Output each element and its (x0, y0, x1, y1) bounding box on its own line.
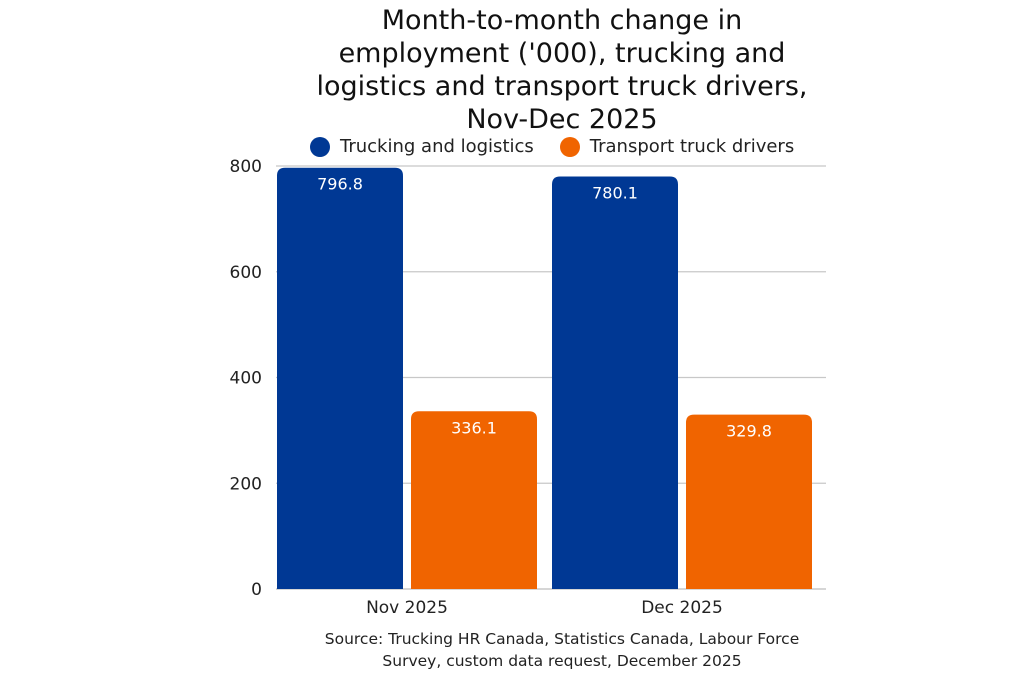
chart-title: Month-to-month change in employment ('00… (262, 4, 862, 136)
x-tick-label: Dec 2025 (641, 598, 723, 618)
data-label: 336.1 (451, 418, 497, 437)
legend-label: Trucking and logistics (340, 136, 534, 157)
legend: Trucking and logistics Transport truck d… (310, 136, 820, 157)
y-tick-label: 200 (230, 474, 262, 494)
bar (552, 176, 678, 589)
y-tick-label: 600 (230, 263, 262, 283)
data-label: 796.8 (317, 175, 363, 194)
bar (411, 411, 537, 589)
source-line: Source: Trucking HR Canada, Statistics C… (324, 630, 800, 648)
legend-item-trucking-logistics[interactable]: Trucking and logistics (310, 136, 534, 157)
legend-swatch-icon (310, 136, 330, 157)
legend-item-transport-truck-drivers[interactable]: Transport truck drivers (559, 136, 795, 157)
bar (686, 414, 812, 589)
y-tick-label: 800 (230, 157, 262, 177)
y-tick-label: 0 (251, 580, 262, 600)
data-label: 780.1 (592, 184, 638, 203)
chart-title-line: Month-to-month change in (381, 5, 743, 36)
y-tick-label: 400 (230, 369, 262, 389)
chart-title-line: Nov-Dec 2025 (466, 104, 658, 135)
chart-title-line: logistics and transport truck drivers, (316, 71, 808, 102)
legend-label: Transport truck drivers (589, 136, 795, 157)
x-tick-label: Nov 2025 (366, 598, 448, 618)
data-label: 329.8 (726, 422, 772, 441)
bar (277, 167, 403, 589)
chart-title-line: employment ('000), trucking and (338, 38, 786, 69)
source-line: Survey, custom data request, December 20… (382, 652, 742, 670)
legend-swatch-icon (559, 136, 580, 157)
source-note: Source: Trucking HR Canada, Statistics C… (262, 628, 862, 672)
